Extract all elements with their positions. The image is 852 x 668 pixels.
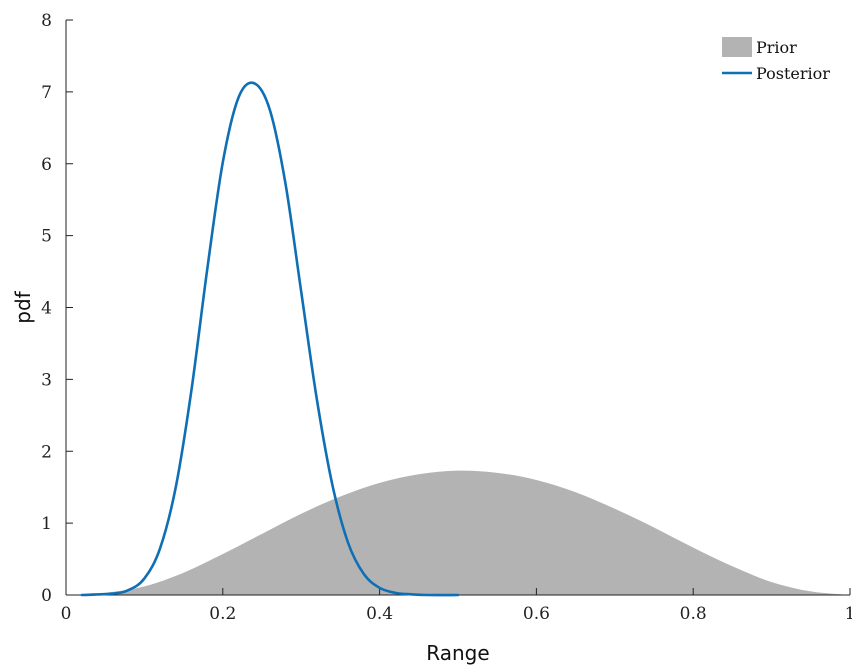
x-ticks: 0 0.2 0.4 0.6 0.8 1 — [61, 588, 852, 624]
posterior-line — [80, 81, 460, 597]
y-ticks: 0 1 2 3 4 5 6 7 8 — [41, 11, 73, 606]
x-tick-label: 0.4 — [366, 604, 393, 624]
y-tick-label: 6 — [41, 155, 52, 175]
y-tick-label: 2 — [41, 442, 52, 462]
x-tick-label: 0.6 — [523, 604, 550, 624]
legend-prior-swatch — [722, 37, 752, 57]
prior-area — [66, 470, 850, 595]
x-tick-label: 0.2 — [209, 604, 236, 624]
posterior-line-layer — [80, 81, 460, 597]
y-tick-label: 7 — [41, 83, 52, 103]
y-tick-label: 8 — [41, 11, 52, 31]
prior-area-layer — [66, 470, 850, 595]
x-tick-label: 1 — [845, 604, 852, 624]
y-axis-title: pdf — [11, 290, 35, 323]
x-tick-label: 0 — [61, 604, 72, 624]
y-tick-label: 5 — [41, 227, 52, 247]
y-tick-label: 4 — [41, 299, 52, 319]
legend-prior-label: Prior — [756, 38, 797, 57]
y-tick-label: 1 — [41, 514, 52, 534]
y-tick-label: 0 — [41, 586, 52, 606]
legend-posterior-label: Posterior — [756, 64, 830, 83]
x-axis-title: Range — [426, 641, 489, 665]
y-tick-label: 3 — [41, 370, 52, 390]
legend: Prior Posterior — [722, 37, 830, 83]
x-tick-label: 0.8 — [680, 604, 707, 624]
